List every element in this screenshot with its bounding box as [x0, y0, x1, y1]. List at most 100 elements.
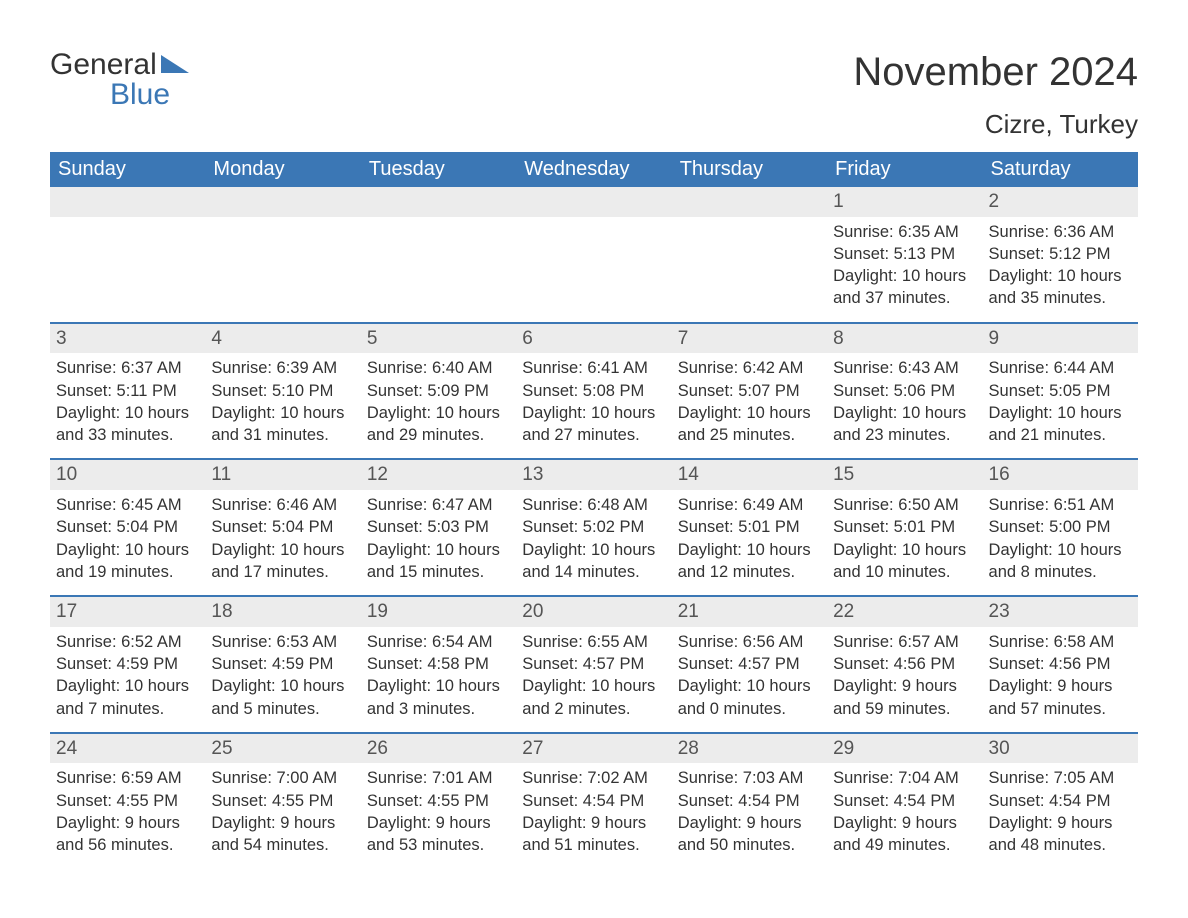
daylight-line1: Daylight: 10 hours — [833, 402, 976, 424]
sunrise-line: Sunrise: 6:57 AM — [833, 631, 976, 653]
day-number: 24 — [50, 734, 205, 764]
empty-cell — [361, 187, 516, 322]
day-number: 10 — [50, 460, 205, 490]
day-content: Sunrise: 6:44 AMSunset: 5:05 PMDaylight:… — [983, 353, 1138, 458]
day-content: Sunrise: 7:03 AMSunset: 4:54 PMDaylight:… — [672, 763, 827, 868]
sunrise-line: Sunrise: 7:04 AM — [833, 767, 976, 789]
sunrise-line: Sunrise: 6:53 AM — [211, 631, 354, 653]
sunset-line: Sunset: 4:54 PM — [678, 790, 821, 812]
daylight-line1: Daylight: 10 hours — [367, 402, 510, 424]
daylight-line2: and 8 minutes. — [989, 561, 1132, 583]
day-number: 13 — [516, 460, 671, 490]
dayheader-saturday: Saturday — [983, 152, 1138, 187]
daylight-line1: Daylight: 9 hours — [989, 812, 1132, 834]
sunset-line: Sunset: 5:12 PM — [989, 243, 1132, 265]
day-number: 29 — [827, 734, 982, 764]
sunrise-line: Sunrise: 6:41 AM — [522, 357, 665, 379]
sunrise-line: Sunrise: 6:52 AM — [56, 631, 199, 653]
day-cell-4: 4Sunrise: 6:39 AMSunset: 5:10 PMDaylight… — [205, 324, 360, 459]
daylight-line2: and 57 minutes. — [989, 698, 1132, 720]
daylight-line2: and 15 minutes. — [367, 561, 510, 583]
day-content: Sunrise: 6:43 AMSunset: 5:06 PMDaylight:… — [827, 353, 982, 458]
sunset-line: Sunset: 4:56 PM — [833, 653, 976, 675]
sunrise-line: Sunrise: 6:43 AM — [833, 357, 976, 379]
calendar: SundayMondayTuesdayWednesdayThursdayFrid… — [50, 152, 1138, 869]
day-cell-25: 25Sunrise: 7:00 AMSunset: 4:55 PMDayligh… — [205, 734, 360, 869]
logo: General Blue — [50, 50, 189, 110]
day-number: 4 — [205, 324, 360, 354]
day-content: Sunrise: 6:48 AMSunset: 5:02 PMDaylight:… — [516, 490, 671, 595]
day-content: Sunrise: 6:36 AMSunset: 5:12 PMDaylight:… — [983, 217, 1138, 322]
day-content: Sunrise: 6:53 AMSunset: 4:59 PMDaylight:… — [205, 627, 360, 732]
day-cell-27: 27Sunrise: 7:02 AMSunset: 4:54 PMDayligh… — [516, 734, 671, 869]
daylight-line1: Daylight: 10 hours — [678, 402, 821, 424]
daylight-line1: Daylight: 9 hours — [367, 812, 510, 834]
day-cell-1: 1Sunrise: 6:35 AMSunset: 5:13 PMDaylight… — [827, 187, 982, 322]
week-row: 17Sunrise: 6:52 AMSunset: 4:59 PMDayligh… — [50, 595, 1138, 732]
daylight-line2: and 31 minutes. — [211, 424, 354, 446]
sunrise-line: Sunrise: 6:37 AM — [56, 357, 199, 379]
daylight-line2: and 54 minutes. — [211, 834, 354, 856]
sunrise-line: Sunrise: 7:00 AM — [211, 767, 354, 789]
daylight-line1: Daylight: 10 hours — [522, 402, 665, 424]
logo-word1: General — [50, 50, 157, 80]
daylight-line1: Daylight: 10 hours — [833, 539, 976, 561]
day-cell-6: 6Sunrise: 6:41 AMSunset: 5:08 PMDaylight… — [516, 324, 671, 459]
daylight-line2: and 48 minutes. — [989, 834, 1132, 856]
sunset-line: Sunset: 4:59 PM — [56, 653, 199, 675]
empty-cell — [516, 187, 671, 322]
day-content: Sunrise: 6:40 AMSunset: 5:09 PMDaylight:… — [361, 353, 516, 458]
sunset-line: Sunset: 4:54 PM — [989, 790, 1132, 812]
day-content: Sunrise: 6:59 AMSunset: 4:55 PMDaylight:… — [50, 763, 205, 868]
sunrise-line: Sunrise: 6:35 AM — [833, 221, 976, 243]
day-cell-10: 10Sunrise: 6:45 AMSunset: 5:04 PMDayligh… — [50, 460, 205, 595]
daylight-line2: and 51 minutes. — [522, 834, 665, 856]
dayheader-thursday: Thursday — [672, 152, 827, 187]
day-number: 27 — [516, 734, 671, 764]
day-number: 7 — [672, 324, 827, 354]
daylight-line2: and 23 minutes. — [833, 424, 976, 446]
logo-word2: Blue — [110, 80, 189, 110]
daylight-line2: and 19 minutes. — [56, 561, 199, 583]
week-row: 10Sunrise: 6:45 AMSunset: 5:04 PMDayligh… — [50, 458, 1138, 595]
sunset-line: Sunset: 5:11 PM — [56, 380, 199, 402]
daylight-line1: Daylight: 10 hours — [989, 539, 1132, 561]
day-number: 30 — [983, 734, 1138, 764]
sunrise-line: Sunrise: 6:54 AM — [367, 631, 510, 653]
sunrise-line: Sunrise: 6:36 AM — [989, 221, 1132, 243]
sunset-line: Sunset: 4:55 PM — [211, 790, 354, 812]
sunrise-line: Sunrise: 6:45 AM — [56, 494, 199, 516]
sunrise-line: Sunrise: 7:01 AM — [367, 767, 510, 789]
daylight-line2: and 21 minutes. — [989, 424, 1132, 446]
day-number: 2 — [983, 187, 1138, 217]
day-cell-5: 5Sunrise: 6:40 AMSunset: 5:09 PMDaylight… — [361, 324, 516, 459]
day-number — [361, 187, 516, 217]
day-content: Sunrise: 6:49 AMSunset: 5:01 PMDaylight:… — [672, 490, 827, 595]
day-content: Sunrise: 6:35 AMSunset: 5:13 PMDaylight:… — [827, 217, 982, 322]
daylight-line1: Daylight: 9 hours — [833, 812, 976, 834]
dayheader-monday: Monday — [205, 152, 360, 187]
daylight-line1: Daylight: 9 hours — [989, 675, 1132, 697]
day-cell-20: 20Sunrise: 6:55 AMSunset: 4:57 PMDayligh… — [516, 597, 671, 732]
sunset-line: Sunset: 5:02 PM — [522, 516, 665, 538]
daylight-line1: Daylight: 10 hours — [989, 265, 1132, 287]
day-content: Sunrise: 7:05 AMSunset: 4:54 PMDaylight:… — [983, 763, 1138, 868]
sunset-line: Sunset: 4:55 PM — [56, 790, 199, 812]
sunrise-line: Sunrise: 7:05 AM — [989, 767, 1132, 789]
day-number: 16 — [983, 460, 1138, 490]
day-cell-23: 23Sunrise: 6:58 AMSunset: 4:56 PMDayligh… — [983, 597, 1138, 732]
day-cell-7: 7Sunrise: 6:42 AMSunset: 5:07 PMDaylight… — [672, 324, 827, 459]
day-number — [50, 187, 205, 217]
day-content: Sunrise: 6:42 AMSunset: 5:07 PMDaylight:… — [672, 353, 827, 458]
sunset-line: Sunset: 5:09 PM — [367, 380, 510, 402]
dayheader-sunday: Sunday — [50, 152, 205, 187]
daylight-line2: and 5 minutes. — [211, 698, 354, 720]
day-number: 18 — [205, 597, 360, 627]
daylight-line1: Daylight: 10 hours — [522, 539, 665, 561]
day-cell-26: 26Sunrise: 7:01 AMSunset: 4:55 PMDayligh… — [361, 734, 516, 869]
daylight-line1: Daylight: 10 hours — [56, 539, 199, 561]
day-content: Sunrise: 6:57 AMSunset: 4:56 PMDaylight:… — [827, 627, 982, 732]
day-cell-16: 16Sunrise: 6:51 AMSunset: 5:00 PMDayligh… — [983, 460, 1138, 595]
week-row: 3Sunrise: 6:37 AMSunset: 5:11 PMDaylight… — [50, 322, 1138, 459]
day-cell-22: 22Sunrise: 6:57 AMSunset: 4:56 PMDayligh… — [827, 597, 982, 732]
